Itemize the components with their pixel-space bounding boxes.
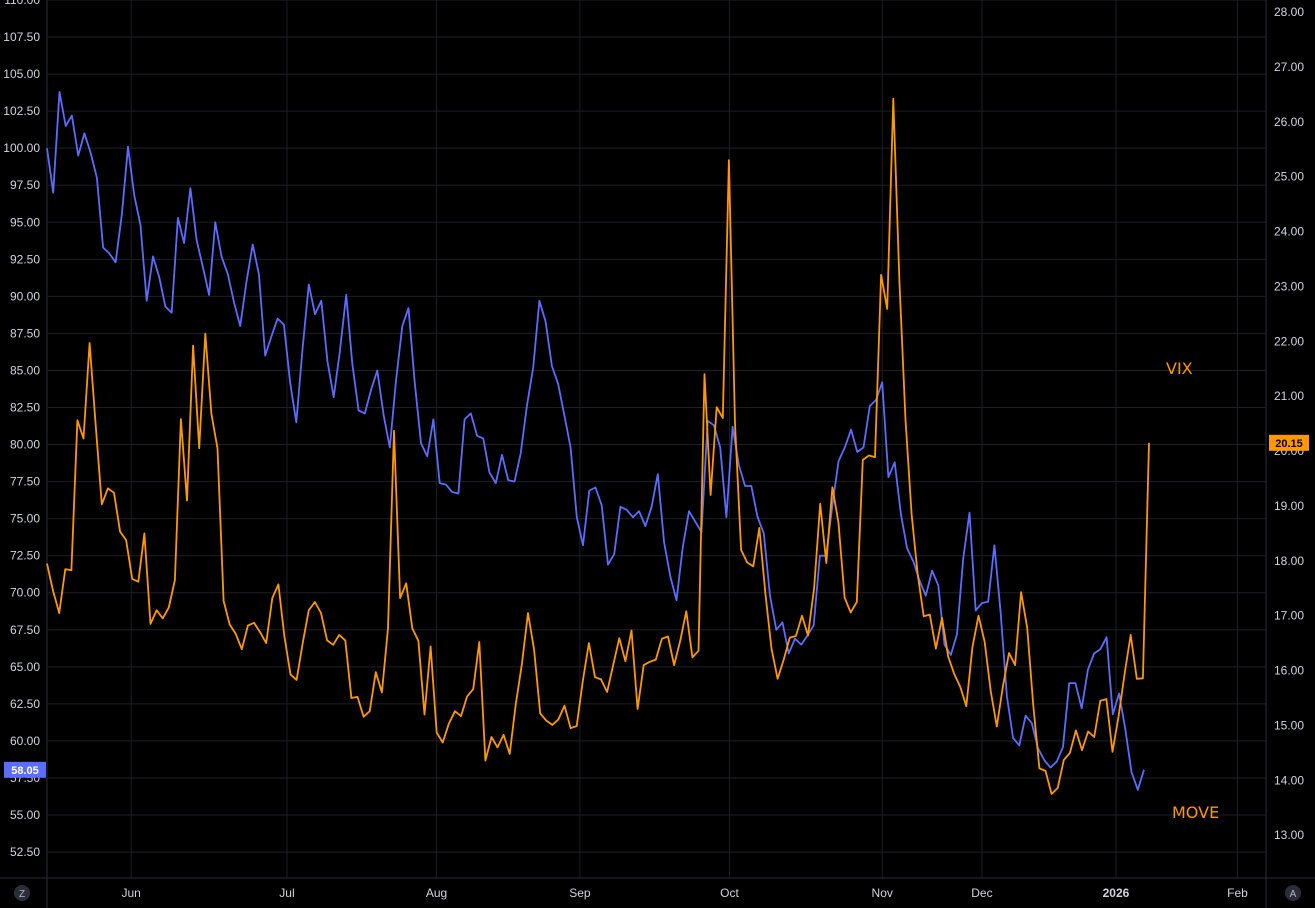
- x-tick-label: Jul: [279, 886, 294, 900]
- left-tick-label: 107.50: [3, 30, 40, 44]
- auto-scale-button[interactable]: A: [1285, 885, 1301, 901]
- move-annotation: MOVE: [1172, 803, 1219, 822]
- left-tick-label: 67.50: [10, 623, 40, 637]
- left-tick-label: 75.00: [10, 512, 40, 526]
- move-last-value-text: 58.05: [11, 765, 39, 777]
- time-axis[interactable]: Jun Jul Aug Sep Oct Nov Dec 2026 Feb: [121, 886, 1248, 900]
- vix-last-value-badge: [1269, 434, 1309, 451]
- right-tick-label: 18.00: [1274, 554, 1304, 568]
- left-tick-label: 105.00: [3, 67, 40, 81]
- x-tick-label: Jun: [121, 886, 140, 900]
- right-tick-label: 23.00: [1274, 279, 1304, 293]
- left-tick-label: 80.00: [10, 438, 40, 452]
- left-tick-label: 82.50: [10, 401, 40, 415]
- x-tick-label: Aug: [426, 886, 447, 900]
- left-tick-label: 92.50: [10, 252, 40, 266]
- right-tick-label: 15.00: [1274, 718, 1304, 732]
- left-tick-label: 87.50: [10, 326, 40, 340]
- left-corner-label: Z: [19, 889, 25, 900]
- right-tick-label: 22.00: [1274, 334, 1304, 348]
- left-tick-label: 95.00: [10, 215, 40, 229]
- right-tick-label: 17.00: [1274, 609, 1304, 623]
- x-tick-label: Feb: [1227, 886, 1248, 900]
- vix-last-value-text: 20.15: [1275, 438, 1303, 450]
- left-tick-label: 100.00: [3, 141, 40, 155]
- right-tick-label: 13.00: [1274, 828, 1304, 842]
- x-tick-label: Oct: [720, 886, 739, 900]
- left-tick-label: 60.00: [10, 734, 40, 748]
- left-tick-label: 77.50: [10, 475, 40, 489]
- left-tick-label: 102.50: [3, 104, 40, 118]
- x-tick-label: 2026: [1103, 886, 1130, 900]
- last-value-badges: 58.05 20.15: [4, 434, 1309, 778]
- right-tick-label: 25.00: [1274, 170, 1304, 184]
- right-tick-label: 27.00: [1274, 60, 1304, 74]
- x-tick-label: Sep: [569, 886, 591, 900]
- left-tick-label: 55.00: [10, 808, 40, 822]
- left-corner-button[interactable]: Z: [14, 885, 30, 901]
- x-tick-label: Dec: [971, 886, 992, 900]
- series-layer: [46, 91, 1150, 795]
- move-last-value-badge: [4, 761, 46, 778]
- left-tick-label: 97.50: [10, 178, 40, 192]
- right-tick-label: 28.00: [1274, 5, 1304, 19]
- left-tick-label: 52.50: [10, 845, 40, 859]
- right-tick-label: 19.00: [1274, 499, 1304, 513]
- left-tick-label: 90.00: [10, 289, 40, 303]
- left-tick-label: 110.00: [4, 0, 40, 7]
- right-tick-label: 21.00: [1274, 389, 1304, 403]
- x-tick-label: Nov: [872, 886, 893, 900]
- right-tick-label: 24.00: [1274, 225, 1304, 239]
- auto-scale-label: A: [1290, 889, 1297, 900]
- right-tick-label: 26.00: [1274, 115, 1304, 129]
- left-tick-label: 70.00: [10, 586, 40, 600]
- vix-annotation: VIX: [1166, 359, 1193, 378]
- left-price-axis[interactable]: 110.00 107.50 105.00 102.50 100.00 97.50 95.00…: [3, 0, 40, 859]
- left-tick-label: 65.00: [10, 660, 40, 674]
- move-series-line: [46, 91, 1145, 791]
- right-tick-label: 14.00: [1274, 773, 1304, 787]
- left-tick-label: 62.50: [10, 697, 40, 711]
- vix-series-line: [46, 97, 1150, 795]
- left-tick-label: 85.00: [10, 363, 40, 377]
- left-tick-label: 72.50: [10, 549, 40, 563]
- right-tick-label: 16.00: [1274, 664, 1304, 678]
